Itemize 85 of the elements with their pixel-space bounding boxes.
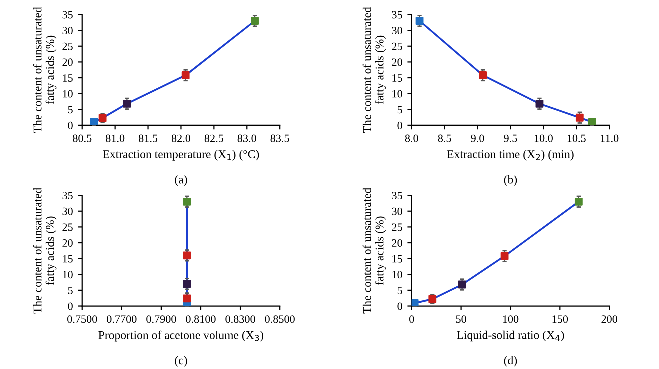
y-tick-label: 5 (398, 106, 402, 114)
x-tick-label: 81.0 (106, 134, 125, 142)
y-tick-label: 15 (63, 74, 73, 82)
text: (c) (175, 356, 188, 367)
y-tick-label: 30 (392, 27, 402, 35)
x-tick-label: 11.0 (601, 134, 619, 142)
y-tick-label: 15 (392, 74, 402, 82)
point (251, 17, 259, 26)
y-tick-label: 20 (62, 239, 73, 247)
x-tick-label: 82.5 (204, 134, 224, 142)
y-tick-label: 20 (392, 58, 402, 66)
y-tick-label: 15 (392, 255, 402, 263)
x-tick-label: 50 (456, 316, 466, 324)
x-tick-label: 82.0 (172, 134, 191, 142)
y-tick-label: 10 (63, 90, 73, 98)
y-tick-label: 10 (392, 271, 402, 279)
y-tick-label: 20 (62, 58, 73, 66)
point (183, 252, 192, 260)
y-tick-label: 0 (398, 122, 402, 130)
x-axis-title: Liquid-solid ratio (X$_{4}$) (457, 330, 564, 342)
y-tick-label: 0 (68, 302, 73, 310)
y-tick-label: 20 (392, 239, 402, 247)
y-tick-label: 0 (68, 122, 73, 130)
point (183, 198, 192, 206)
x-tick-label: 9.5 (504, 134, 518, 142)
text: (a) (175, 175, 188, 186)
y-tick-label: 25 (392, 224, 402, 232)
y-tick-label: 35 (392, 192, 402, 200)
x-tick-label: 80.5 (73, 134, 92, 142)
x-tick-label: 8.5 (438, 134, 452, 142)
point (183, 280, 192, 288)
y-tick-label: 5 (398, 287, 402, 294)
y-axis-title: The content of unsaturated fatty acids (%) (33, 7, 57, 133)
y-axis-title: The content of unsaturated fatty acids (%) (33, 188, 57, 314)
point (412, 299, 419, 306)
x-tick-label: 10.0 (534, 134, 553, 142)
point (576, 114, 584, 122)
point (536, 100, 544, 108)
x-tick-label: 150 (552, 316, 568, 324)
y-tick-label: 35 (62, 192, 73, 200)
x-tick-label: 10.5 (568, 134, 586, 142)
y-tick-label: 10 (63, 271, 73, 279)
y-tick-label: 35 (62, 11, 73, 19)
x-tick-label: 0.7700 (107, 316, 137, 324)
point (458, 280, 466, 289)
point (123, 100, 132, 108)
x-axis-title: Extraction temperature (X$_{1}$) (°C) (103, 150, 260, 161)
point (182, 72, 190, 80)
point (416, 17, 424, 26)
x-tick-label: 83.0 (238, 134, 256, 142)
x-tick-label: 0.8100 (186, 316, 216, 324)
point (479, 72, 487, 80)
y-tick-label: 30 (392, 208, 402, 216)
text: (b) (504, 175, 518, 186)
y-tick-label: 5 (68, 106, 73, 114)
point (574, 198, 583, 206)
point (183, 294, 192, 303)
y-tick-label: 10 (392, 90, 402, 98)
y-axis-title: The content of unsaturated fatty acids (%) (362, 188, 386, 314)
y-axis-title: The content of unsaturated fatty acids (%) (362, 7, 386, 133)
point (183, 300, 192, 306)
x-tick-label: 81.5 (138, 134, 158, 142)
x-tick-label: 83.5 (270, 134, 290, 142)
y-tick-label: 35 (392, 11, 402, 19)
y-tick-label: 25 (62, 224, 73, 232)
x-tick-label: 8.0 (405, 134, 418, 142)
x-axis-title: Proportion of acetone volume (X$_{3}$) (98, 330, 264, 342)
x-tick-label: 0.7900 (146, 316, 176, 324)
y-tick-label: 30 (62, 27, 73, 35)
point (500, 252, 509, 260)
y-tick-label: 15 (63, 255, 73, 263)
x-tick-label: 0.7500 (68, 316, 98, 324)
y-tick-label: 25 (392, 42, 402, 50)
x-tick-label: 200 (602, 316, 618, 324)
y-tick-label: 25 (62, 42, 73, 50)
y-tick-label: 30 (62, 208, 73, 216)
x-tick-label: 0.8300 (226, 316, 256, 324)
y-tick-label: 0 (398, 302, 402, 310)
x-tick-label: 100 (503, 316, 519, 324)
x-axis-title: Extraction time (X$_{2}$) (min) (447, 150, 574, 161)
text: (d) (504, 356, 518, 367)
x-tick-label: 0.8500 (265, 316, 295, 324)
x-tick-label: 9.0 (471, 134, 484, 142)
x-tick-label: 0 (410, 316, 414, 324)
y-tick-label: 5 (68, 287, 73, 294)
